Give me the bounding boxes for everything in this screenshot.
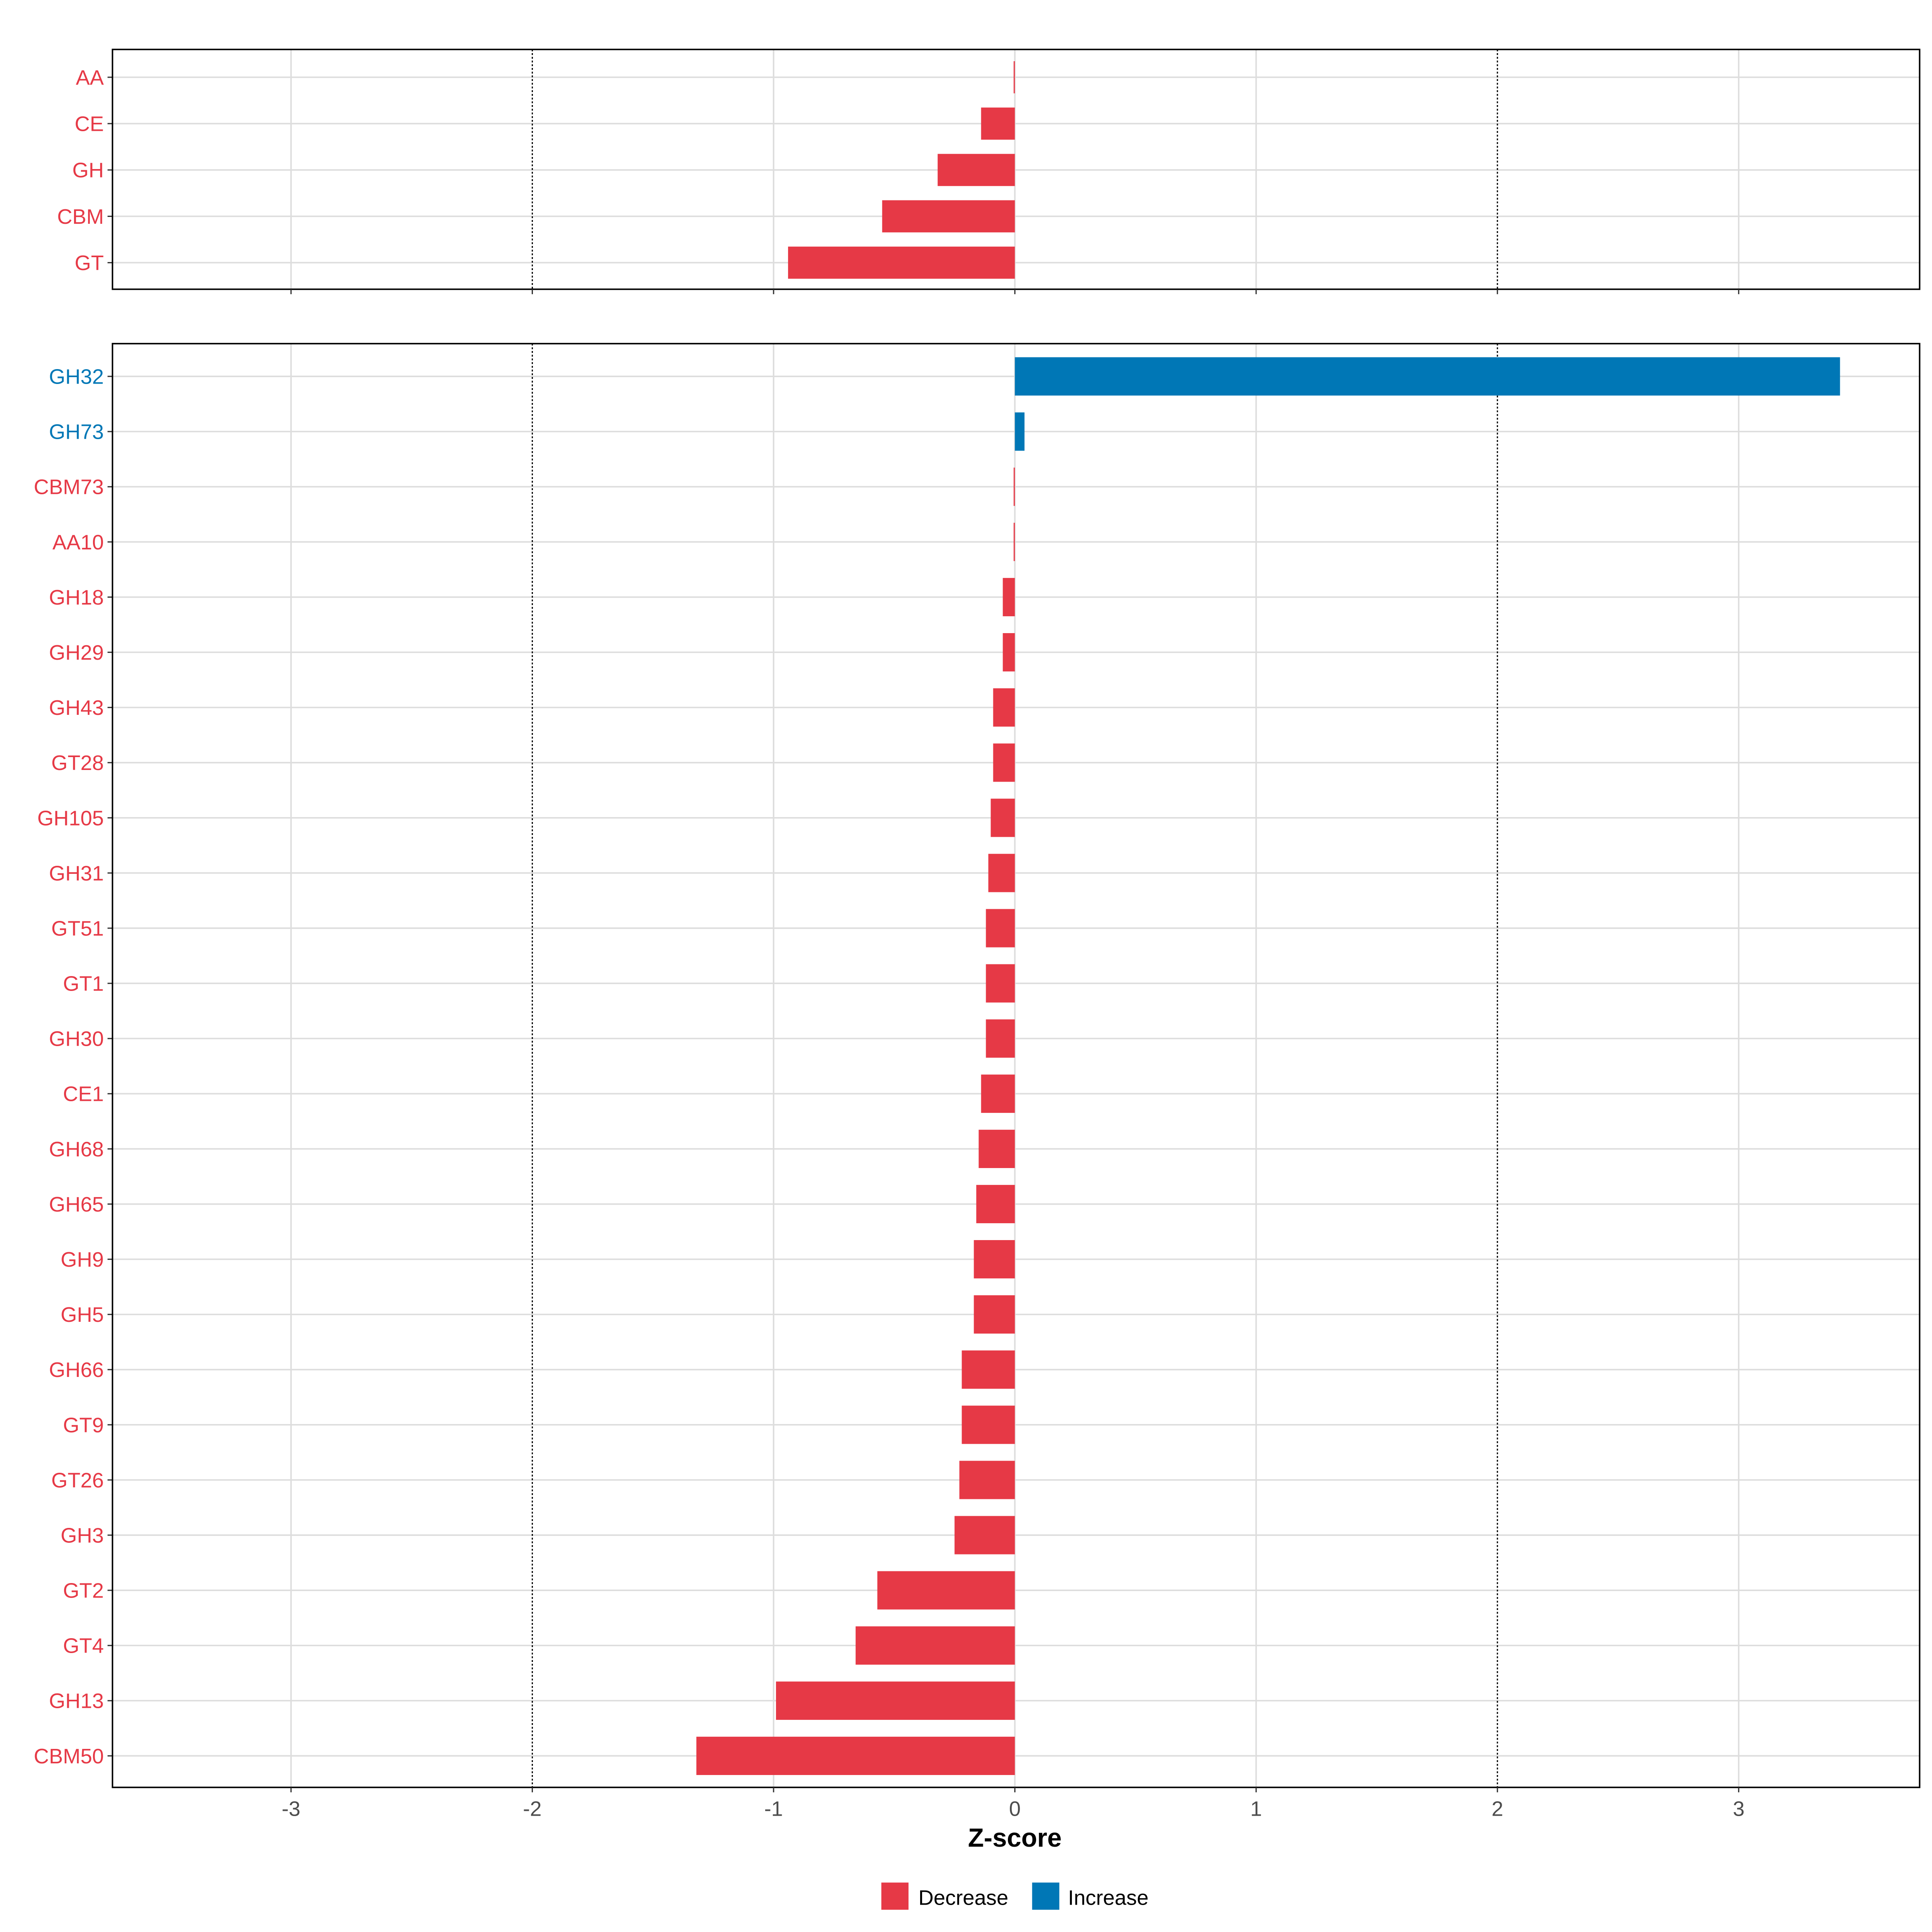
bar-GH65 (976, 1185, 1015, 1224)
y-tick-label: GT51 (51, 917, 104, 940)
bar-CE1 (981, 1074, 1015, 1113)
y-tick-label: GH105 (37, 807, 104, 830)
y-tick-label: GT26 (51, 1469, 104, 1492)
bar-GH73 (1015, 412, 1025, 451)
y-tick-label: GT4 (63, 1635, 104, 1658)
bar-GH105 (991, 799, 1015, 837)
x-tick-label: 3 (1733, 1797, 1744, 1821)
bar-GT51 (986, 909, 1015, 947)
y-tick-label: GH3 (61, 1524, 104, 1547)
bar-GT4 (855, 1626, 1015, 1665)
y-tick-label: GT9 (63, 1414, 104, 1437)
y-tick-label: GH73 (49, 421, 104, 444)
x-tick-label: 2 (1492, 1797, 1503, 1821)
bar-GH (937, 154, 1015, 186)
y-tick-label: AA (76, 66, 104, 89)
bar-CE (981, 107, 1015, 140)
panel-border (111, 343, 1921, 1788)
bar-GH5 (974, 1295, 1015, 1334)
y-tick-label: CBM (57, 205, 104, 229)
legend-label-decrease: Decrease (919, 1886, 1008, 1909)
y-tick-label: GH (72, 159, 104, 182)
bar-GH68 (978, 1129, 1015, 1168)
y-tick-label: GH13 (49, 1690, 104, 1713)
bar-GH30 (986, 1019, 1015, 1058)
x-axis-title: Z-score (968, 1823, 1062, 1852)
legend-label-increase: Increase (1068, 1886, 1148, 1909)
y-tick-label: GH18 (49, 586, 104, 609)
bar-CBM50 (696, 1736, 1015, 1775)
bar-GH13 (776, 1681, 1015, 1720)
bar-GT28 (993, 743, 1015, 782)
y-tick-label: GT (74, 252, 103, 275)
bar-GH66 (962, 1350, 1015, 1389)
y-tick-label: CBM73 (34, 476, 104, 499)
y-tick-label: GH68 (49, 1138, 104, 1161)
bar-GH18 (1003, 578, 1015, 617)
y-tick-label: GH30 (49, 1028, 104, 1051)
legend: Decrease Increase (881, 1882, 1149, 1910)
bar-GH31 (988, 854, 1015, 892)
bar-AA (1013, 61, 1015, 93)
bar-GT1 (986, 964, 1015, 1003)
y-tick-label: GH31 (49, 862, 104, 885)
x-tick-label: -3 (282, 1797, 300, 1821)
y-tick-label: GH65 (49, 1193, 104, 1216)
bottom-panel: GH32GH73CBM73AA10GH18GH29GH43GT28GH105GH… (34, 343, 1921, 1821)
y-tick-label: GH66 (49, 1358, 104, 1382)
bar-GH29 (1003, 633, 1015, 672)
y-tick-label: GH5 (61, 1303, 104, 1327)
y-tick-label: GT1 (63, 972, 104, 996)
x-tick-label: 1 (1250, 1797, 1262, 1821)
bar-GT26 (959, 1461, 1015, 1499)
y-tick-label: CBM50 (34, 1745, 104, 1768)
bar-GT9 (962, 1406, 1015, 1444)
y-tick-label: CE (74, 113, 104, 136)
y-tick-label: GH9 (61, 1248, 104, 1271)
legend-swatch-decrease (881, 1882, 909, 1910)
y-tick-label: GH43 (49, 696, 104, 720)
bar-GH43 (993, 688, 1015, 727)
x-tick-label: -2 (523, 1797, 541, 1821)
bar-CBM73 (1013, 467, 1015, 506)
bar-GH3 (954, 1516, 1015, 1554)
x-tick-label: 0 (1009, 1797, 1021, 1821)
y-tick-label: GT28 (51, 751, 104, 775)
panel-border (111, 48, 1921, 290)
bar-GT (788, 246, 1015, 279)
bar-GH9 (974, 1240, 1015, 1279)
x-tick-label: -1 (764, 1797, 783, 1821)
top-panel: AA CE GH CBM GT (57, 48, 1921, 294)
y-tick-label: CE1 (63, 1083, 104, 1106)
y-tick-label: GH32 (49, 365, 104, 389)
bar-CBM (882, 200, 1015, 233)
bar-AA10 (1013, 522, 1015, 561)
y-tick-label: AA10 (52, 531, 104, 554)
y-tick-label: GT2 (63, 1579, 104, 1603)
bar-GH32 (1015, 357, 1840, 396)
legend-swatch-increase (1032, 1882, 1059, 1910)
bar-GT2 (877, 1571, 1015, 1610)
y-tick-label: GH29 (49, 641, 104, 665)
